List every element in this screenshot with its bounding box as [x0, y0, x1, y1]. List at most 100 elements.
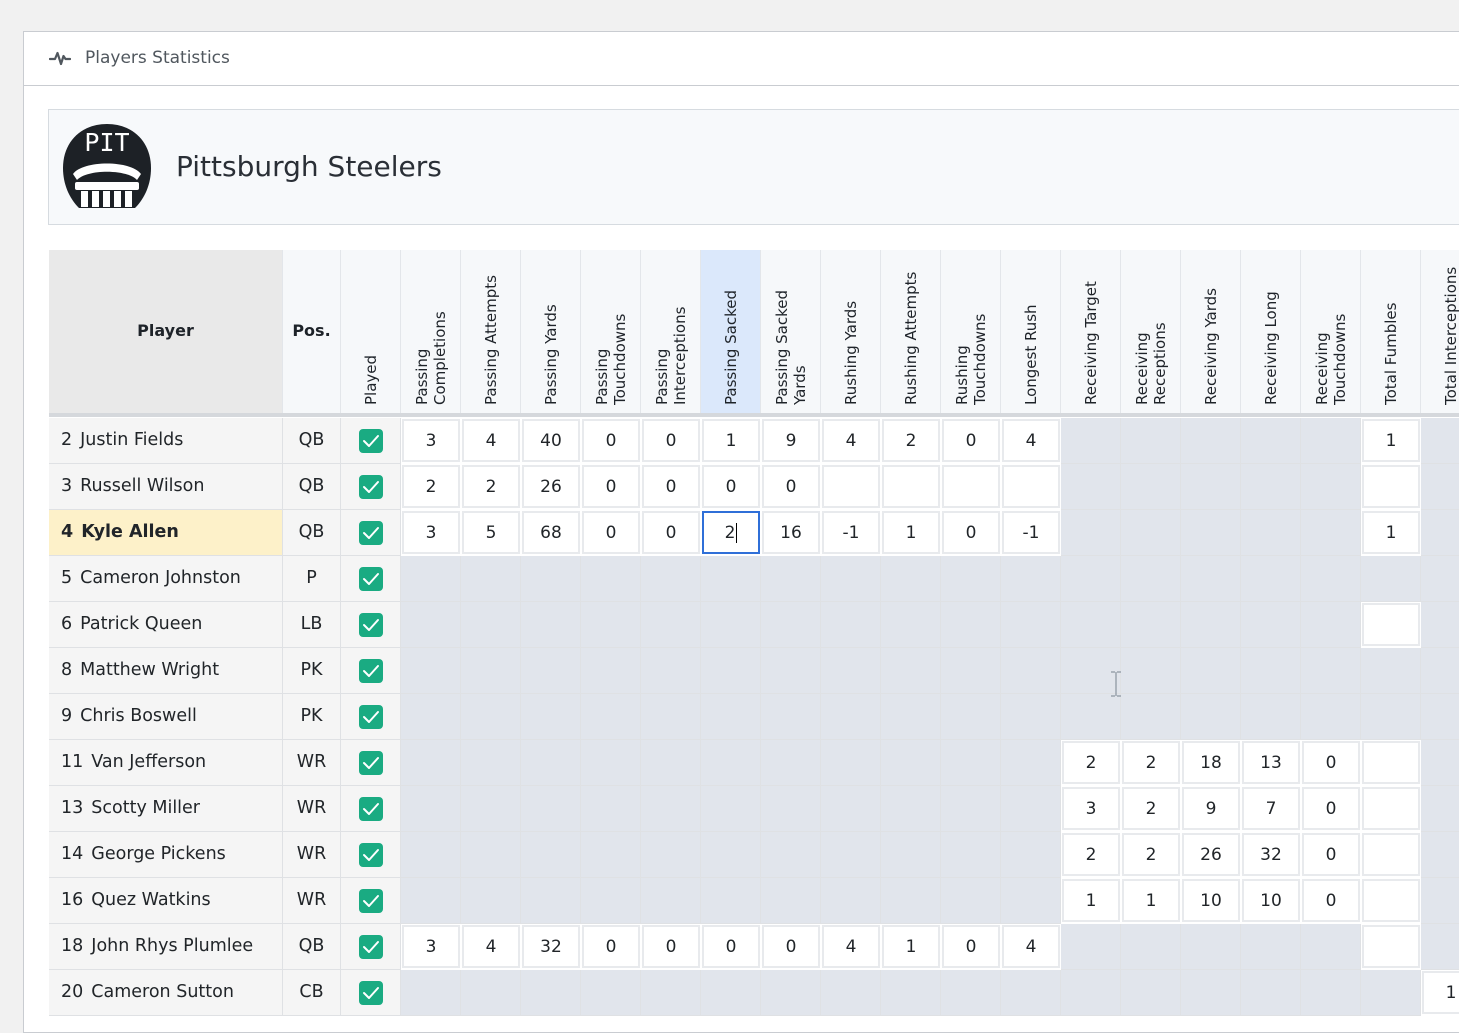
- stat-input-cell[interactable]: 4: [822, 419, 880, 462]
- stat-input-cell[interactable]: 0: [942, 511, 1000, 554]
- stat-input-cell[interactable]: 2: [1122, 741, 1180, 784]
- played-checkbox[interactable]: [359, 659, 383, 683]
- stat-input-cell[interactable]: 18: [1182, 741, 1240, 784]
- column-header-stat[interactable]: Rushing Yards: [821, 250, 881, 416]
- stat-input-cell[interactable]: 3: [1062, 787, 1120, 830]
- stat-input-cell[interactable]: [1362, 465, 1420, 508]
- stat-input-cell[interactable]: 0: [582, 419, 640, 462]
- stat-input-cell[interactable]: 4: [462, 419, 520, 462]
- column-header-stat[interactable]: Receiving Yards: [1181, 250, 1241, 416]
- stat-input-cell[interactable]: 0: [582, 511, 640, 554]
- stat-input-cell[interactable]: 0: [1302, 787, 1360, 830]
- stat-input-cell[interactable]: [822, 465, 880, 508]
- stat-input-cell[interactable]: 0: [942, 419, 1000, 462]
- stat-input-cell[interactable]: 2: [702, 511, 760, 554]
- played-checkbox[interactable]: [359, 567, 383, 591]
- stat-input-cell[interactable]: 32: [522, 925, 580, 968]
- stat-input-cell[interactable]: 1: [702, 419, 760, 462]
- stat-input-cell[interactable]: 0: [1302, 879, 1360, 922]
- stat-input-cell[interactable]: 1: [1362, 419, 1420, 462]
- stat-input-cell[interactable]: 26: [522, 465, 580, 508]
- stat-input-cell[interactable]: 9: [762, 419, 820, 462]
- stat-input-cell[interactable]: 26: [1182, 833, 1240, 876]
- stat-input-cell[interactable]: 3: [402, 511, 460, 554]
- stat-input-cell[interactable]: [1362, 787, 1420, 830]
- stat-input-cell[interactable]: 0: [642, 511, 700, 554]
- stat-input-cell[interactable]: -1: [822, 511, 880, 554]
- played-checkbox[interactable]: [359, 613, 383, 637]
- stat-input-cell[interactable]: [942, 465, 1000, 508]
- stat-input-cell[interactable]: 2: [402, 465, 460, 508]
- stat-input-cell[interactable]: [1362, 741, 1420, 784]
- played-checkbox[interactable]: [359, 429, 383, 453]
- stat-input-cell[interactable]: 0: [642, 419, 700, 462]
- stat-input-cell[interactable]: [1362, 603, 1420, 646]
- stat-input-cell[interactable]: 0: [702, 465, 760, 508]
- stat-input-cell[interactable]: 16: [762, 511, 820, 554]
- played-checkbox[interactable]: [359, 751, 383, 775]
- stat-input-cell[interactable]: 0: [942, 925, 1000, 968]
- played-checkbox[interactable]: [359, 889, 383, 913]
- stat-input-cell[interactable]: 0: [762, 925, 820, 968]
- stat-input-cell[interactable]: 10: [1182, 879, 1240, 922]
- stat-input-cell[interactable]: 4: [1002, 925, 1060, 968]
- stat-input-cell[interactable]: 0: [1302, 833, 1360, 876]
- stat-input-cell[interactable]: 0: [762, 465, 820, 508]
- stat-input-cell[interactable]: 3: [402, 419, 460, 462]
- played-checkbox[interactable]: [359, 935, 383, 959]
- stat-input-cell[interactable]: 2: [1122, 787, 1180, 830]
- stat-input-cell[interactable]: 1: [1422, 971, 1459, 1014]
- column-header-pos[interactable]: Pos.: [283, 250, 341, 416]
- stat-input-cell[interactable]: 10: [1242, 879, 1300, 922]
- stat-input-cell[interactable]: 4: [1002, 419, 1060, 462]
- stat-input-cell[interactable]: [1002, 465, 1060, 508]
- column-header-played[interactable]: Played: [341, 250, 401, 416]
- played-checkbox[interactable]: [359, 475, 383, 499]
- played-checkbox[interactable]: [359, 843, 383, 867]
- stat-input-cell[interactable]: 7: [1242, 787, 1300, 830]
- column-header-stat[interactable]: Passing Yards: [521, 250, 581, 416]
- column-header-stat[interactable]: Receiving Long: [1241, 250, 1301, 416]
- stat-input-cell[interactable]: 0: [642, 925, 700, 968]
- played-checkbox[interactable]: [359, 705, 383, 729]
- stat-input-cell[interactable]: -1: [1002, 511, 1060, 554]
- stat-input-cell[interactable]: 0: [582, 925, 640, 968]
- stat-input-cell[interactable]: 1: [1062, 879, 1120, 922]
- stat-input-cell[interactable]: 4: [822, 925, 880, 968]
- stat-input-cell[interactable]: 3: [402, 925, 460, 968]
- stat-input-cell[interactable]: 1: [882, 511, 940, 554]
- stat-input-cell[interactable]: 5: [462, 511, 520, 554]
- played-checkbox[interactable]: [359, 797, 383, 821]
- stat-input-cell[interactable]: [1362, 925, 1420, 968]
- stat-input-cell[interactable]: [882, 465, 940, 508]
- stat-input-cell[interactable]: 0: [1302, 741, 1360, 784]
- played-checkbox[interactable]: [359, 981, 383, 1005]
- stat-input-cell[interactable]: 0: [702, 925, 760, 968]
- column-header-stat[interactable]: Receiving Target: [1061, 250, 1121, 416]
- stat-input-cell[interactable]: 0: [582, 465, 640, 508]
- stat-input-cell[interactable]: 2: [462, 465, 520, 508]
- stat-input-cell[interactable]: 1: [1122, 879, 1180, 922]
- column-header-stat[interactable]: Rushing Attempts: [881, 250, 941, 416]
- column-header-stat[interactable]: Passing Attempts: [461, 250, 521, 416]
- column-header-player[interactable]: Player: [49, 250, 283, 416]
- stat-input-cell[interactable]: 2: [882, 419, 940, 462]
- stat-input-cell[interactable]: 2: [1062, 833, 1120, 876]
- stat-input-cell[interactable]: 1: [1362, 511, 1420, 554]
